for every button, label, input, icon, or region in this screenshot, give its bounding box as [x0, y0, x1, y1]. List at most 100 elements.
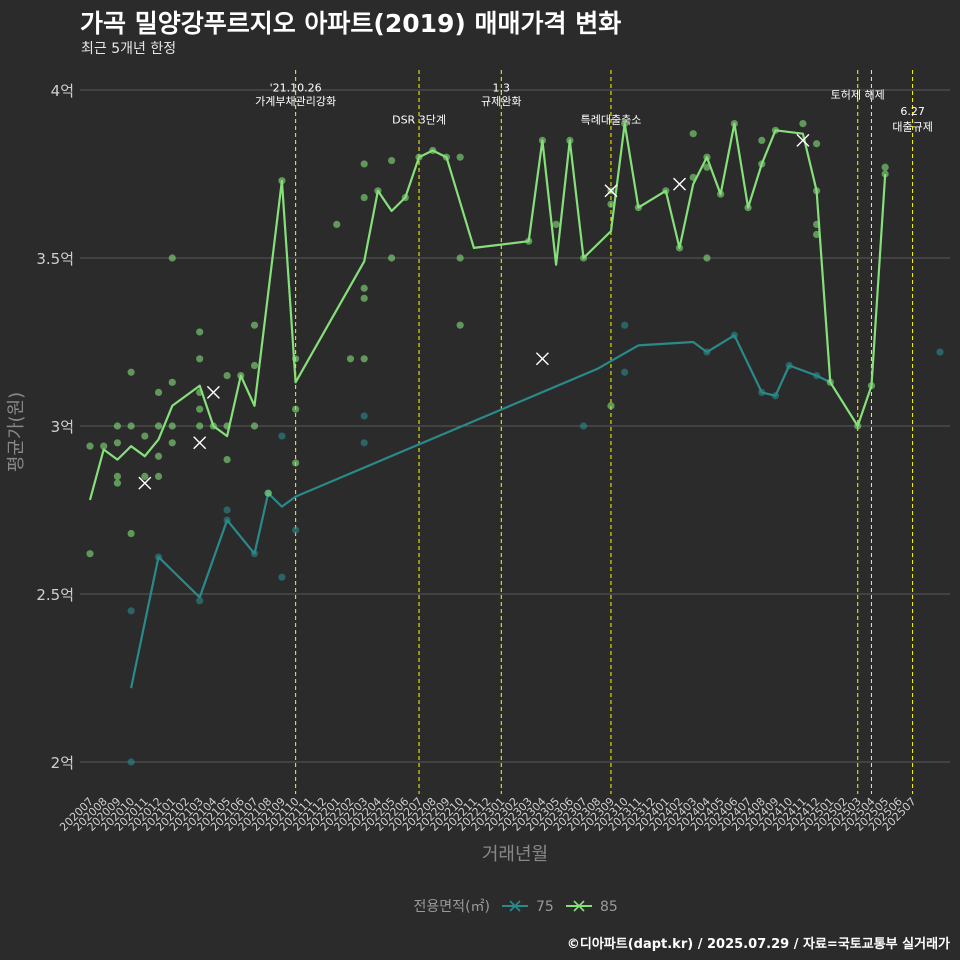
data-point-75 [292, 526, 300, 534]
data-point-85 [196, 328, 204, 336]
data-point-85 [881, 170, 889, 178]
data-point-75 [730, 331, 738, 339]
data-point-75 [621, 368, 629, 376]
data-point-85 [538, 136, 547, 144]
legend-swatch-mark-75 [509, 900, 521, 912]
data-point-85 [703, 163, 711, 171]
legend-title: 전용면적(㎡) [414, 899, 490, 915]
x-mark-85 [673, 177, 687, 191]
data-point-85 [813, 230, 821, 239]
data-point-75 [621, 321, 629, 329]
data-point-85 [346, 355, 355, 363]
x-mark-85 [138, 476, 152, 490]
data-point-85 [388, 156, 396, 165]
data-point-85 [154, 452, 163, 460]
data-point-85 [456, 321, 464, 329]
y-tick-label: 3.5억 [36, 250, 74, 268]
data-point-85 [456, 254, 464, 262]
data-point-85 [525, 237, 533, 245]
x-mark-85 [604, 184, 618, 198]
x-mark-85 [796, 133, 810, 147]
data-point-85 [826, 378, 834, 386]
event-annotation: DSR 3단계 [392, 114, 446, 127]
data-point-75 [785, 361, 793, 370]
data-point-85 [141, 432, 149, 440]
x-mark-85 [535, 352, 549, 366]
data-point-85 [374, 187, 382, 195]
data-point-85 [141, 472, 149, 480]
data-point-85 [634, 204, 642, 212]
data-point-85 [867, 382, 876, 390]
data-point-85 [854, 422, 862, 430]
y-tick-label: 2.5억 [36, 586, 74, 604]
data-point-75 [360, 412, 368, 420]
data-point-85 [360, 284, 368, 292]
data-point-85 [196, 405, 204, 413]
data-point-85 [113, 422, 122, 430]
data-point-85 [703, 254, 711, 262]
data-point-85 [429, 146, 437, 155]
series-line-85 [88, 122, 887, 501]
data-point-75 [579, 422, 588, 430]
data-point-75 [196, 597, 204, 605]
data-point-85 [113, 439, 122, 447]
data-point-85 [703, 153, 711, 161]
data-point-85 [250, 422, 259, 430]
data-point-75 [223, 516, 231, 524]
credit-text: ©디아파트(dapt.kr) / 2025.07.29 / 자료=국토교통부 실… [566, 937, 950, 952]
data-point-85 [196, 388, 204, 396]
legend-entry-75: 75 [536, 899, 554, 915]
series-line-75 [130, 334, 831, 689]
y-axis-title: 평균가(원) [6, 392, 27, 472]
data-point-85 [168, 378, 176, 386]
event-annotation: 6.27 [900, 105, 925, 118]
data-point-85 [401, 193, 409, 202]
data-point-85 [278, 177, 286, 185]
data-point-85 [237, 372, 245, 380]
data-point-85 [813, 187, 821, 195]
data-point-85 [154, 388, 163, 396]
data-point-85 [360, 193, 368, 202]
data-point-75 [223, 506, 231, 514]
data-point-75 [360, 439, 368, 447]
data-point-85 [579, 254, 588, 262]
x-mark-85 [193, 436, 207, 450]
event-annotation: 토허제 해제 [831, 87, 885, 101]
data-point-85 [154, 422, 163, 430]
data-point-85 [799, 120, 807, 128]
data-point-75 [936, 348, 944, 356]
data-point-85 [86, 442, 94, 450]
data-point-85 [415, 153, 423, 161]
data-point-85 [813, 220, 821, 228]
data-point-85 [223, 456, 231, 464]
data-point-75 [154, 553, 163, 561]
data-point-85 [113, 472, 122, 480]
event-annotation: 1.3 [493, 82, 511, 95]
data-point-85 [566, 136, 574, 144]
data-point-85 [333, 220, 341, 228]
data-point-85 [360, 355, 368, 363]
data-point-85 [223, 372, 231, 380]
data-point-85 [250, 361, 259, 370]
data-point-85 [456, 153, 464, 161]
data-point-85 [607, 402, 615, 410]
data-point-75 [278, 573, 286, 581]
x-axis-title: 거래년월 [482, 844, 548, 865]
data-point-85 [689, 173, 697, 181]
data-point-75 [758, 388, 766, 396]
data-point-85 [675, 244, 684, 252]
data-point-85 [730, 120, 738, 128]
data-point-85 [662, 187, 670, 195]
data-point-85 [196, 422, 204, 430]
data-point-85 [360, 160, 368, 168]
x-mark-85 [206, 385, 220, 399]
data-point-85 [689, 130, 697, 138]
data-point-85 [168, 422, 176, 430]
data-point-85 [127, 368, 135, 376]
chart-subtitle: 최근 5개년 한정 [81, 41, 177, 57]
legend-swatch-mark-85 [573, 900, 585, 912]
data-point-75 [703, 348, 711, 356]
data-point-85 [264, 489, 272, 497]
y-tick-label: 4억 [51, 82, 74, 100]
